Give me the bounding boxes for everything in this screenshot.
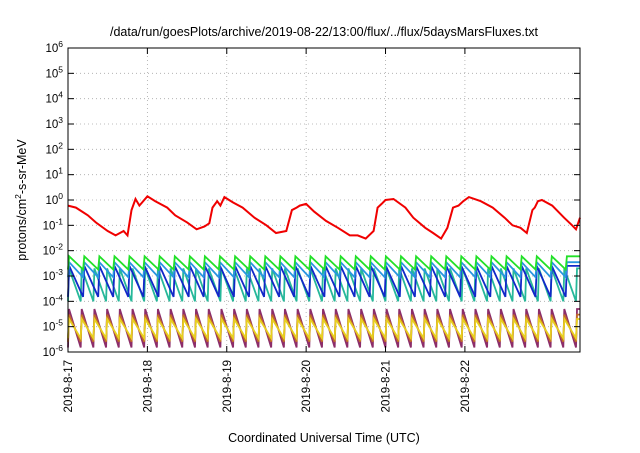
y-tick-label: 10-6 — [43, 343, 64, 359]
series-line-6 — [67, 254, 580, 272]
y-tick-label: 10-1 — [43, 216, 64, 232]
y-tick-label: 100 — [45, 191, 63, 207]
y-tick-label: 10-3 — [43, 267, 64, 283]
y-tick-label: 10-4 — [43, 292, 64, 308]
series-layer — [67, 194, 581, 348]
series-line-2 — [67, 316, 580, 342]
y-tick-label: 104 — [45, 90, 63, 106]
x-tick-label: 2019-8-21 — [381, 360, 393, 412]
y-tick-label: 102 — [45, 140, 63, 156]
y-tick-label: 101 — [45, 166, 63, 182]
y-tick-label: 10-5 — [43, 318, 64, 334]
x-tick-label: 2019-8-18 — [142, 360, 154, 412]
series-line-7 — [67, 194, 581, 241]
chart-title: /data/run/goesPlots/archive/2019-08-22/1… — [110, 25, 539, 39]
y-tick-layer: 10-6 10-5 10-4 10-3 10-2 10-1 100 101 102 103 104 1… — [43, 39, 580, 359]
y-tick-label: 10-2 — [43, 242, 64, 258]
x-tick-label: 2019-8-19 — [222, 360, 234, 412]
y-tick-label: 103 — [45, 115, 63, 131]
y-tick-label: 106 — [45, 39, 63, 55]
y-tick-label: 105 — [45, 64, 63, 80]
x-tick-label: 2019-8-22 — [460, 360, 472, 412]
y-axis-label: protons/cm2-s-sr-MeV — [13, 139, 29, 261]
x-tick-layer: 2019-8-17 2019-8-18 2019-8-19 2019-8-20 2019… — [63, 48, 472, 412]
x-tick-label: 2019-8-20 — [301, 360, 313, 412]
x-axis-label: Coordinated Universal Time (UTC) — [228, 431, 420, 445]
x-tick-label: 2019-8-17 — [63, 360, 75, 412]
